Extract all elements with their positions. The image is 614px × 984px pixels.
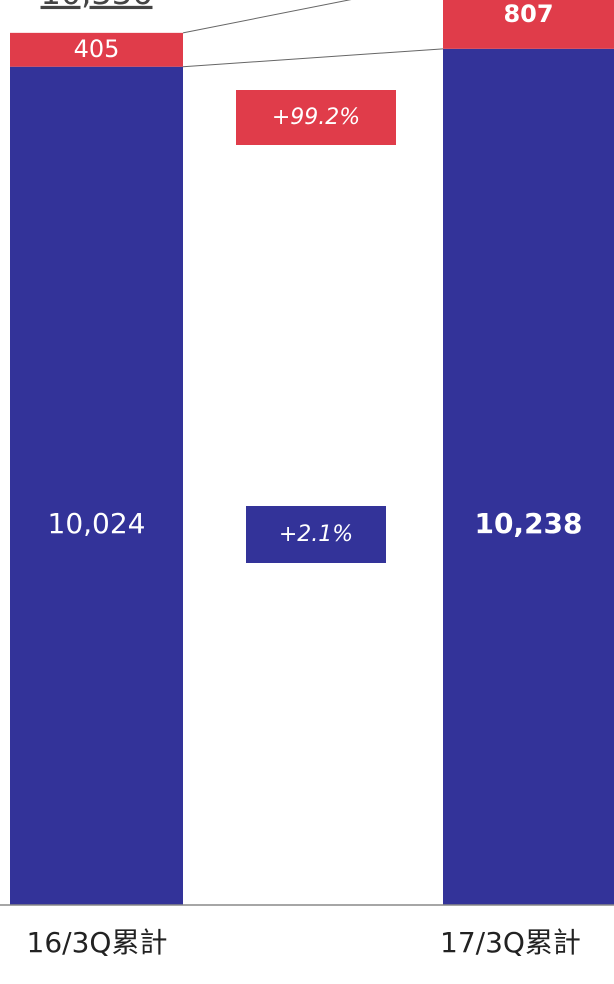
growth-label: +2.1%	[279, 522, 353, 547]
bar-segment	[10, 66, 183, 905]
value-label: 10,238	[474, 507, 582, 540]
connector	[182, 0, 352, 34]
growth-box	[246, 506, 386, 563]
growth-box	[236, 90, 396, 145]
connector	[182, 48, 444, 68]
category-label: 17/3Q累計	[440, 926, 581, 959]
value-label: 10,024	[48, 507, 146, 540]
value-label: 807	[503, 0, 553, 28]
category-label: 16/3Q累計	[27, 926, 168, 959]
total-label: 10,336	[41, 0, 153, 12]
growth-label: +99.2%	[272, 105, 360, 130]
bar-segment	[443, 0, 614, 49]
value-label: 405	[74, 35, 120, 63]
bar-segment	[10, 32, 183, 67]
bar-segment	[443, 48, 614, 906]
